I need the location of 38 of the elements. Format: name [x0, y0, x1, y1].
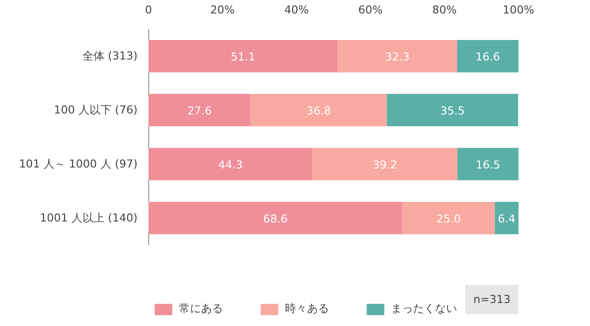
bar [148, 40, 338, 72]
data-label: 44.3 [218, 158, 243, 172]
bar [338, 40, 458, 72]
data-label: 6.4 [498, 212, 516, 226]
bar [457, 40, 518, 72]
bar [148, 148, 312, 180]
text: n=313 [473, 293, 511, 306]
data-label: 16.5 [476, 158, 500, 172]
data-label: 51.1 [230, 50, 256, 64]
bar [250, 94, 387, 126]
y-tick-label: 全体 (313) [82, 50, 138, 63]
x-tick-label: 100% [502, 4, 534, 16]
data-label: 39.2 [372, 158, 398, 172]
data-label: 35.5 [440, 104, 465, 118]
legend-label: まったくない [391, 301, 457, 316]
data-label: 16.6 [476, 50, 500, 64]
legend-label: 常にある [179, 301, 223, 316]
bar [494, 202, 518, 234]
data-label: 25.0 [436, 212, 461, 226]
data-label: 68.6 [263, 212, 288, 226]
legend-label: 時々ある [285, 301, 329, 316]
data-label: 27.6 [187, 104, 212, 118]
y-tick-label: 101 人～ 1000 人 (97) [18, 158, 138, 171]
data-label: 32.3 [385, 50, 410, 64]
data-label: 36.8 [306, 104, 331, 118]
bar [148, 94, 251, 126]
bar [312, 148, 458, 180]
bar [402, 202, 495, 234]
x-tick-label: 20% [210, 4, 235, 16]
bar [148, 202, 402, 234]
x-tick-label: 80% [432, 4, 457, 16]
x-tick-label: 60% [358, 4, 383, 16]
x-tick-label: 0 [145, 4, 152, 16]
x-tick-label: 40% [284, 4, 309, 16]
bar [386, 94, 518, 126]
y-tick-label: 1001 人以上 (140) [40, 212, 138, 225]
bar [457, 148, 518, 180]
y-tick-label: 100 人以下 (76) [54, 104, 138, 117]
